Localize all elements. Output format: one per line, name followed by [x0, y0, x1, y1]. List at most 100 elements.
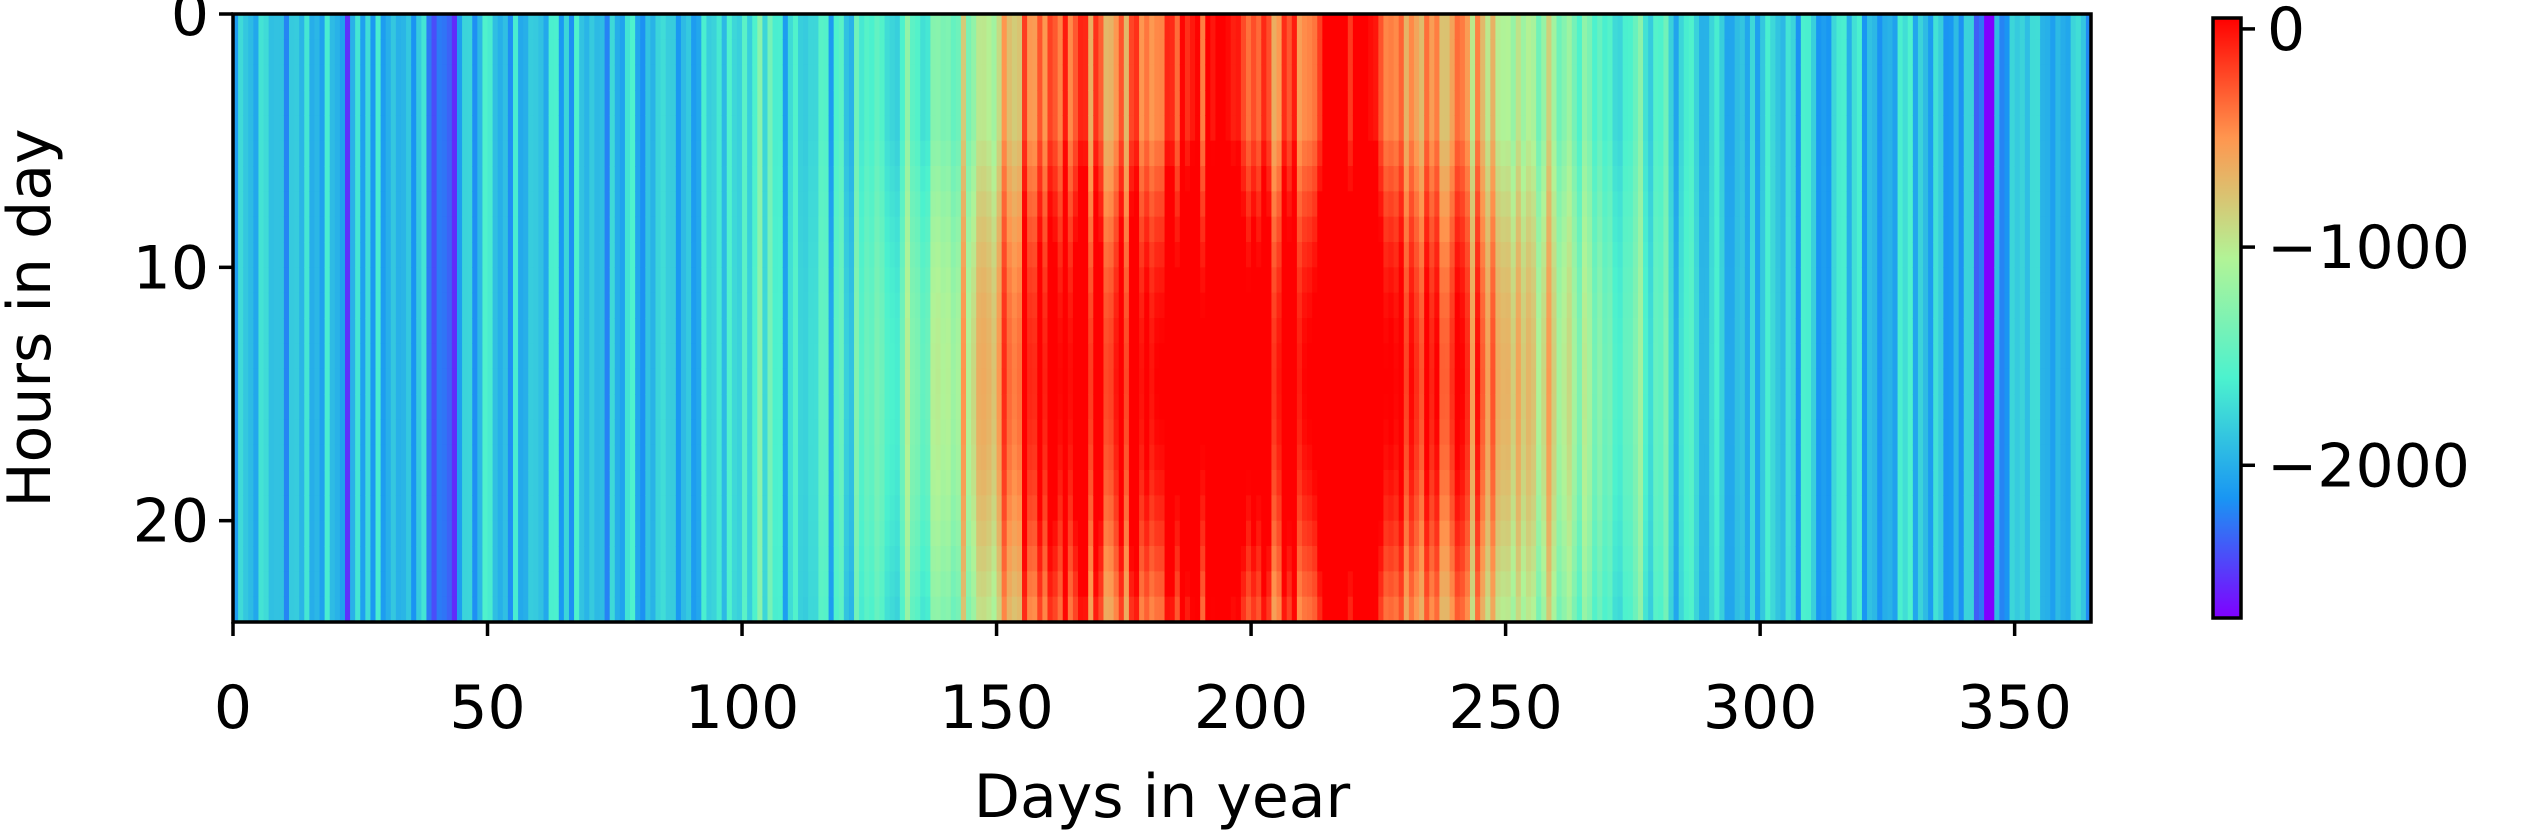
- heatmap-cell: [991, 520, 998, 547]
- heatmap-cell: [859, 216, 865, 243]
- heatmap-cell: [1174, 242, 1181, 268]
- heatmap-cell: [533, 191, 540, 218]
- heatmap-cell: [1113, 444, 1120, 471]
- heatmap-cell: [487, 343, 494, 370]
- heatmap-cell: [477, 115, 484, 142]
- heatmap-cell: [584, 39, 590, 66]
- heatmap-cell: [762, 140, 769, 167]
- heatmap-cell: [1083, 318, 1089, 344]
- heatmap-cell: [1103, 14, 1110, 40]
- heatmap-cell: [426, 216, 433, 243]
- heatmap-cell: [462, 318, 468, 344]
- heatmap-cell: [426, 64, 433, 91]
- heatmap-cell: [640, 216, 646, 243]
- heatmap-cell: [976, 546, 982, 572]
- heatmap-cell: [716, 115, 723, 142]
- heatmap-cell: [742, 343, 748, 370]
- heatmap-cell: [670, 140, 677, 167]
- heatmap-cell: [1113, 520, 1120, 547]
- heatmap-cell: [568, 419, 575, 446]
- heatmap-cell: [1144, 64, 1150, 91]
- heatmap-cell: [1022, 140, 1028, 167]
- heatmap-cell: [467, 419, 473, 446]
- heatmap-cell: [451, 520, 458, 547]
- heatmap-cell: [1276, 216, 1283, 243]
- heatmap-cell: [375, 216, 382, 243]
- heatmap-cell: [696, 571, 702, 598]
- heatmap-cell: [691, 343, 697, 370]
- heatmap-cell: [1001, 520, 1008, 547]
- heatmap-cell: [1128, 419, 1135, 446]
- heatmap-cell: [248, 495, 254, 522]
- heatmap-cell: [299, 318, 305, 344]
- heatmap-cell: [543, 571, 550, 598]
- heatmap-cell: [395, 444, 402, 471]
- heatmap-cell: [360, 90, 366, 116]
- heatmap-cell: [904, 596, 911, 623]
- heatmap-cell: [1251, 166, 1257, 192]
- heatmap-cell: [1001, 39, 1008, 66]
- heatmap-cell: [426, 90, 433, 116]
- heatmap-cell: [721, 90, 728, 116]
- heatmap-cell: [609, 571, 616, 598]
- heatmap-cell: [1179, 216, 1186, 243]
- heatmap-cell: [996, 90, 1003, 116]
- heatmap-cell: [1210, 520, 1217, 547]
- heatmap-cell: [767, 444, 774, 471]
- heatmap-cell: [1256, 444, 1262, 471]
- heatmap-cell: [599, 216, 606, 243]
- heatmap-cell: [1113, 191, 1120, 218]
- heatmap-cell: [874, 318, 881, 344]
- heatmap-cell: [1190, 394, 1196, 420]
- heatmap-cell: [726, 546, 733, 572]
- heatmap-cell: [920, 520, 926, 547]
- heatmap-cell: [731, 64, 738, 91]
- heatmap-cell: [472, 343, 478, 370]
- heatmap-cell: [1286, 14, 1293, 40]
- heatmap-cell: [731, 90, 738, 116]
- heatmap-cell: [1276, 242, 1283, 268]
- heatmap-cell: [945, 90, 952, 116]
- heatmap-cell: [609, 546, 616, 572]
- heatmap-cell: [502, 191, 509, 218]
- heatmap-cell: [360, 39, 366, 66]
- heatmap-cell: [385, 267, 392, 294]
- heatmap-cell: [411, 394, 417, 420]
- heatmap-cell: [553, 571, 560, 598]
- heatmap-cell: [533, 368, 540, 395]
- heatmap-cell: [640, 64, 646, 91]
- heatmap-cell: [441, 368, 448, 395]
- heatmap-cell: [436, 166, 443, 192]
- heatmap-cell: [1184, 242, 1191, 268]
- heatmap-cell: [930, 419, 937, 446]
- heatmap-cell: [1022, 596, 1028, 623]
- heatmap-cell: [1225, 394, 1232, 420]
- heatmap-cell: [294, 596, 300, 623]
- heatmap-cell: [1195, 267, 1201, 294]
- heatmap-cell: [996, 368, 1003, 395]
- heatmap-cell: [355, 520, 361, 547]
- heatmap-cell: [1123, 495, 1130, 522]
- heatmap-cell: [1128, 495, 1135, 522]
- heatmap-cell: [721, 596, 728, 623]
- heatmap-cell: [752, 140, 758, 167]
- heatmap-cell: [375, 166, 382, 192]
- heatmap-cell: [1190, 242, 1196, 268]
- heatmap-cell: [380, 267, 387, 294]
- heatmap-cell: [996, 470, 1003, 496]
- heatmap-cell: [1078, 242, 1084, 268]
- heatmap-cell: [1230, 394, 1237, 420]
- heatmap-cell: [889, 546, 896, 572]
- heatmap-cell: [462, 140, 468, 167]
- heatmap-cell: [1271, 242, 1278, 268]
- heatmap-cell: [843, 419, 850, 446]
- heatmap-cell: [294, 444, 300, 471]
- heatmap-cell: [971, 368, 977, 395]
- heatmap-cell: [543, 14, 550, 40]
- heatmap-cell: [752, 470, 758, 496]
- heatmap-cell: [1266, 520, 1273, 547]
- heatmap-cell: [380, 596, 387, 623]
- heatmap-cell: [1144, 419, 1150, 446]
- heatmap-cell: [253, 419, 260, 446]
- heatmap-cell: [421, 216, 428, 243]
